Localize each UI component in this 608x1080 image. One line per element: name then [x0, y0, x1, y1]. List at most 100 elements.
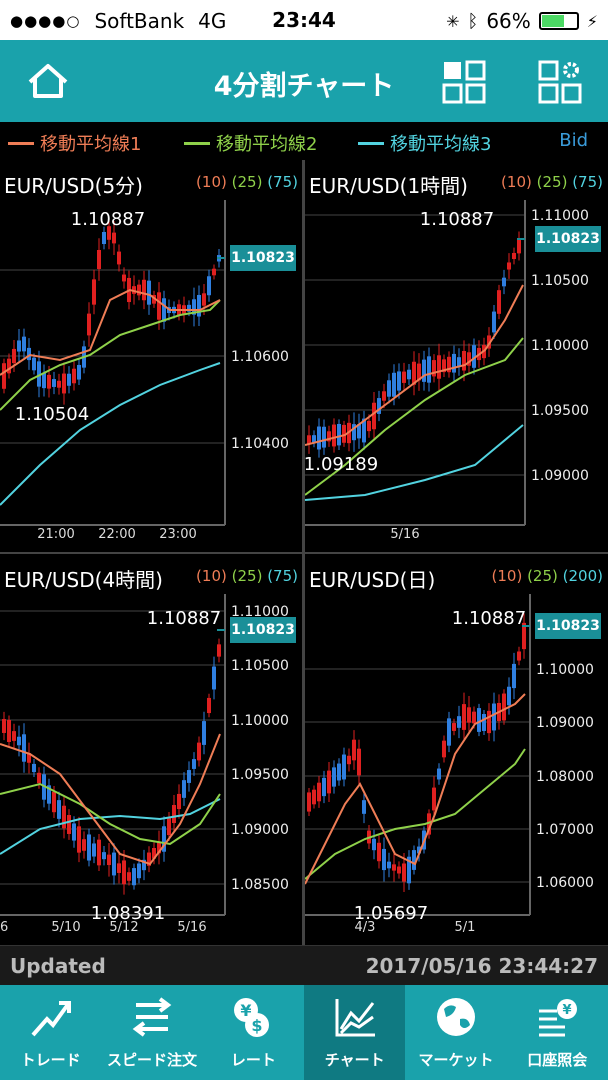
candle	[372, 402, 376, 430]
candle	[337, 423, 341, 446]
tab-trade[interactable]: トレード	[0, 985, 101, 1080]
signal-icon: ●●●●○	[10, 12, 81, 30]
candle	[427, 813, 431, 835]
candle	[442, 740, 446, 758]
ma2-line	[0, 299, 221, 411]
candle	[457, 357, 461, 367]
candle	[2, 363, 6, 389]
candle	[92, 843, 96, 857]
candle	[187, 770, 191, 783]
candle	[322, 426, 326, 448]
tab-chart[interactable]: チャート	[303, 985, 406, 1080]
y-tick-label: 1.10400	[231, 436, 289, 452]
candle	[412, 850, 416, 870]
candle	[387, 380, 391, 397]
x-tick-label: 5/16	[390, 527, 419, 542]
chart-panel-4hour[interactable]: 1.11000 1.10500 1.10000 1.09500 1.09000 1.085…	[0, 554, 302, 941]
candle	[12, 348, 16, 364]
y-tick-label: 1.10600	[231, 349, 289, 365]
y-tick-label: 1.10500	[531, 273, 589, 289]
candle	[517, 238, 521, 254]
tab-market[interactable]: マーケット	[405, 985, 506, 1080]
legend-ma1: 移動平均線1	[8, 130, 141, 156]
y-tick-label: 1.07000	[536, 822, 594, 838]
candle	[312, 435, 316, 443]
trade-icon	[31, 1001, 71, 1037]
grid-settings-icon	[538, 60, 582, 104]
candle	[307, 435, 311, 445]
candle	[52, 791, 56, 813]
y-tick-label: 1.09000	[536, 715, 594, 731]
chart-icon	[335, 999, 375, 1037]
candle	[192, 759, 196, 769]
candle	[102, 852, 106, 860]
candle	[27, 753, 31, 763]
tab-account[interactable]: ¥ 口座照会	[507, 985, 608, 1080]
candle	[37, 361, 41, 387]
candle	[507, 262, 511, 270]
candle	[462, 704, 466, 730]
activity-icon: ✳	[446, 11, 460, 31]
tab-speed-order[interactable]: スピード注文	[101, 985, 202, 1080]
charging-icon: ⚡	[586, 11, 598, 31]
candlestick-chart: 1.11000 1.10500 1.10000 1.09500 1.09000 5/16 1…	[305, 200, 589, 542]
candle	[87, 313, 91, 336]
candle	[317, 426, 321, 450]
updated-label: Updated	[10, 954, 106, 978]
chart-panel-1hour[interactable]: 1.11000 1.10500 1.10000 1.09500 1.09000 5/16 1…	[305, 160, 607, 547]
candle	[417, 846, 421, 854]
account-icon: ¥	[539, 999, 578, 1037]
x-tick-label: 5/16	[177, 920, 206, 935]
candle	[447, 356, 451, 373]
svg-text:$: $	[252, 1016, 263, 1035]
grid-layout-icon	[442, 60, 486, 104]
candle	[142, 279, 146, 301]
layout-button[interactable]	[440, 58, 488, 106]
chart-settings-button[interactable]	[536, 58, 584, 106]
candle	[197, 294, 201, 317]
ma2-line	[0, 782, 221, 846]
candle	[317, 782, 321, 802]
candle	[212, 666, 216, 690]
candle	[82, 839, 86, 851]
high-price-label: 1.10887	[71, 209, 145, 230]
candle	[412, 361, 416, 385]
candle	[377, 842, 381, 862]
current-price-tag: 1.10823	[230, 617, 296, 643]
candle	[72, 368, 76, 384]
candle	[322, 777, 326, 797]
x-tick-label: 4/3	[355, 920, 376, 935]
candle	[437, 355, 441, 379]
ma-periods: (10) (25) (75)	[196, 173, 298, 191]
panel-title: EUR/USD(5分)	[4, 174, 143, 198]
candlestick-chart: 1.10600 1.10400 21:00 22:00 23:00 1.10887 1.10…	[0, 200, 289, 542]
page-title: 4分割チャート	[213, 71, 395, 102]
low-price-label: 1.08391	[91, 903, 165, 924]
globe-icon	[436, 998, 475, 1036]
x-tick-label: 23:00	[159, 527, 196, 542]
low-price-label: 1.05697	[354, 903, 428, 924]
high-price-label: 1.10887	[147, 608, 221, 629]
candle	[207, 697, 211, 714]
ma3-line	[0, 798, 221, 855]
tab-rate[interactable]: ¥ $ レート	[203, 985, 304, 1080]
y-tick-label: 1.09000	[531, 468, 589, 484]
panel-title: EUR/USD(日)	[309, 568, 436, 592]
ma-periods: (10) (25) (200)	[491, 567, 604, 585]
candle	[432, 360, 436, 377]
ma-periods: (10) (25) (75)	[196, 567, 298, 585]
candle	[97, 839, 101, 866]
network-label: 4G	[198, 9, 227, 33]
candle	[22, 734, 26, 762]
candle	[352, 739, 356, 761]
candle	[22, 336, 26, 352]
tab-bar: トレード スピード注文 ¥ $ レート チャート マーケット ¥ 口座照会	[0, 985, 608, 1080]
candle	[167, 817, 171, 836]
ma1-line	[305, 693, 526, 885]
y-tick-label: 1.09500	[531, 403, 589, 419]
chart-panel-5min[interactable]: 1.10600 1.10400 21:00 22:00 23:00 1.10887 1.10…	[0, 160, 302, 547]
candle	[502, 277, 506, 287]
home-button[interactable]	[24, 58, 72, 106]
candle	[152, 848, 156, 859]
chart-panel-daily[interactable]: 1.10000 1.09000 1.08000 1.07000 1.06000 4/3 5/…	[305, 554, 607, 941]
